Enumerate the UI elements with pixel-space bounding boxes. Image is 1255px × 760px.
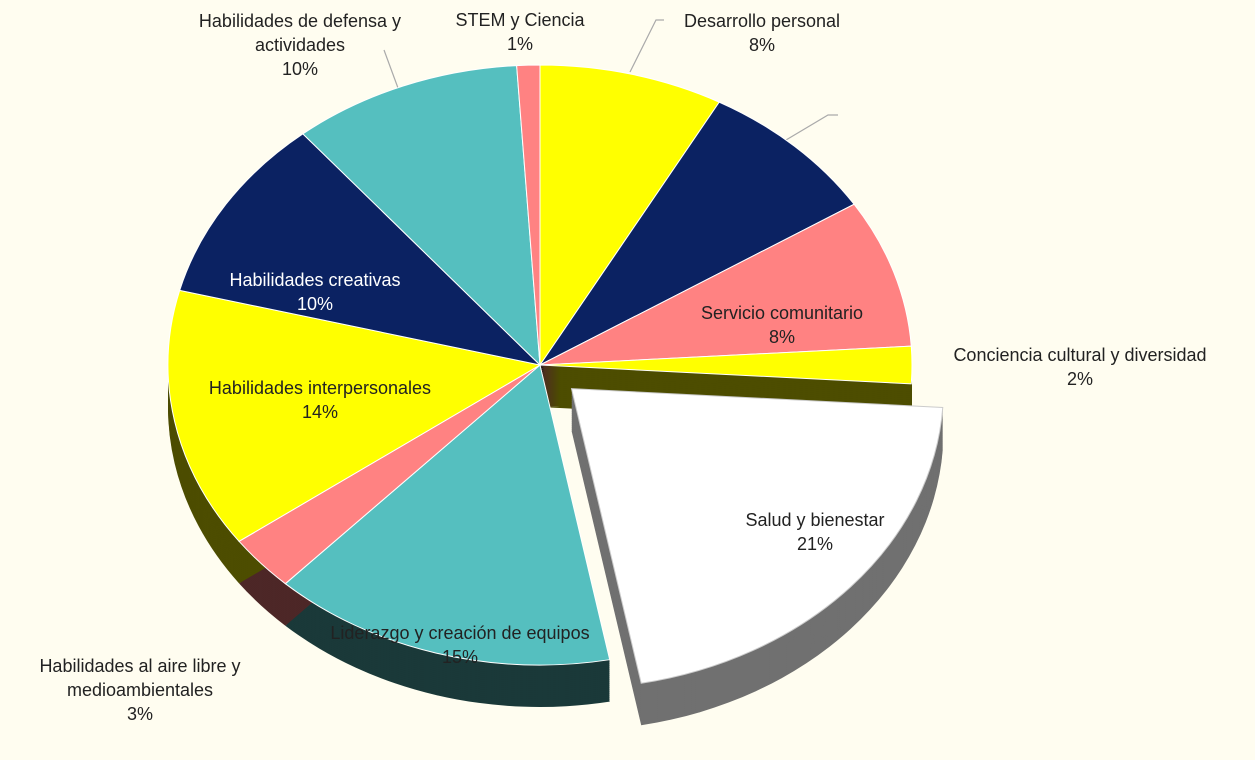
- data-label: Conciencia cultural y diversidad 2%: [910, 343, 1250, 391]
- category-label: STEM y Ciencia: [455, 10, 585, 30]
- data-label: Habilidades de defensa y actividades 10%: [185, 9, 415, 81]
- slice: [302, 65, 541, 367]
- category-label: Desarrollo personal: [683, 11, 841, 31]
- data-label: Salud y bienestar 21%: [695, 508, 935, 556]
- value-label: 8%: [768, 327, 795, 347]
- data-label: Liderazgo y creación de equipos 15%: [330, 621, 590, 669]
- leader-line: [629, 19, 664, 73]
- category-label: Conciencia cultural y diversidad: [953, 345, 1207, 365]
- leader-lines: [383, 19, 838, 141]
- leader-line: [383, 49, 399, 89]
- category-label: Habilidades al aire libre y medioambient…: [39, 656, 241, 700]
- value-label: 14%: [301, 402, 339, 422]
- data-label: Habilidades interpersonales 14%: [160, 376, 480, 424]
- value-label: 10%: [281, 59, 319, 79]
- value-label: 1%: [506, 34, 533, 54]
- category-label: Habilidades creativas: [229, 270, 401, 290]
- slice: [516, 64, 541, 366]
- slice: [539, 203, 912, 366]
- category-label: Habilidades de defensa y actividades: [198, 11, 402, 55]
- data-label: Desarrollo personal 8%: [632, 9, 892, 57]
- value-label: 21%: [796, 534, 834, 554]
- category-label: Salud y bienestar: [745, 510, 885, 530]
- slice: [539, 101, 855, 366]
- value-label: 15%: [441, 647, 479, 667]
- category-label: Liderazgo y creación de equipos: [330, 623, 590, 643]
- slice: [179, 133, 542, 366]
- slice: [570, 388, 944, 684]
- value-label: 3%: [126, 704, 153, 724]
- slice: [539, 345, 913, 385]
- leader-line: [785, 114, 838, 141]
- value-label: 2%: [1066, 369, 1093, 389]
- slice: [284, 364, 611, 666]
- data-label: Habilidades creativas 10%: [185, 268, 445, 316]
- category-label: Habilidades interpersonales: [208, 378, 432, 398]
- category-label: Servicio comunitario: [700, 303, 864, 323]
- value-label: 8%: [748, 35, 775, 55]
- value-label: 10%: [296, 294, 334, 314]
- slice: [539, 64, 720, 367]
- data-label: STEM y Ciencia 1%: [420, 8, 620, 56]
- slice: [167, 289, 542, 542]
- data-label: Habilidades al aire libre y medioambient…: [5, 654, 275, 726]
- data-label: Servicio comunitario 8%: [662, 301, 902, 349]
